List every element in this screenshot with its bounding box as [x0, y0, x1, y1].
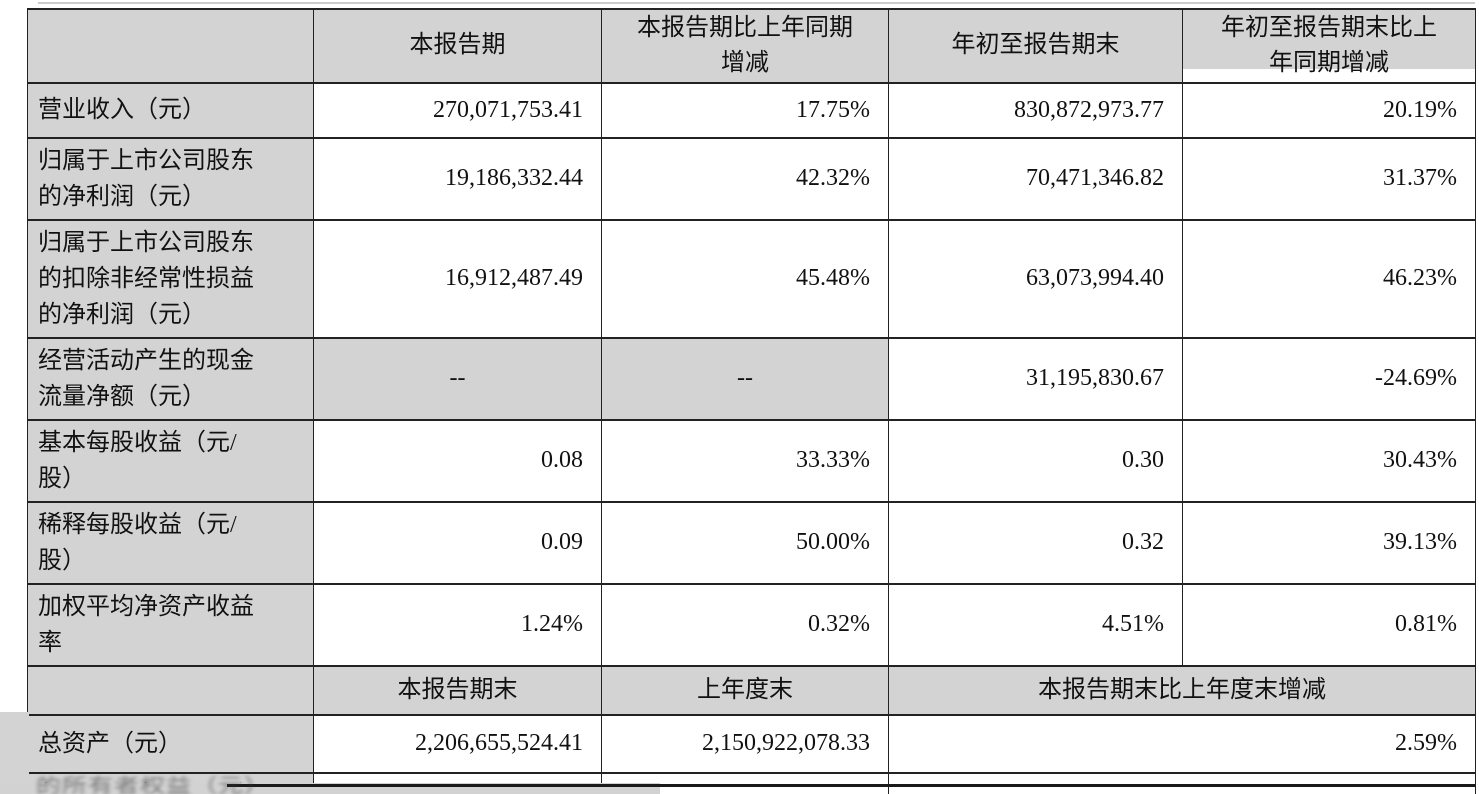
- subheader-cell-period-end: 本报告期末: [313, 664, 602, 716]
- header-cell-current-vs-prior-year: 本报告期比上年同期 增减: [601, 8, 889, 84]
- value-cell: 0.32%: [601, 582, 889, 667]
- value-cell: 17.75%: [601, 81, 889, 139]
- value-cell: 42.32%: [601, 136, 889, 221]
- table-row-revenue: 营业收入（元） 270,071,753.41 17.75% 830,872,97…: [27, 81, 1476, 139]
- header-cell-year-to-date: 年初至报告期末: [888, 8, 1183, 84]
- value-cell: 830,872,973.77: [888, 81, 1183, 139]
- header-cell-current-period: 本报告期: [313, 8, 602, 84]
- row-label-cell: 基本每股收益（元/ 股）: [27, 418, 314, 503]
- table-subheader-row: 本报告期末 上年度末 本报告期末比上年度末增减: [27, 664, 1476, 716]
- value-cell: -0.12%: [888, 771, 1476, 794]
- value-cell: 19,186,332.44: [313, 136, 602, 221]
- table-row-net-profit: 归属于上市公司股东 的净利润（元） 19,186,332.44 42.32% 7…: [27, 136, 1476, 221]
- value-cell: 4.51%: [888, 582, 1183, 667]
- value-cell: 0.32: [888, 500, 1183, 585]
- value-cell: 1.24%: [313, 582, 602, 667]
- value-cell: 0.30: [888, 418, 1183, 503]
- scan-artifact-bottom-bleed: [0, 783, 660, 794]
- table-row-basic-eps: 基本每股收益（元/ 股） 0.08 33.33% 0.30 30.43%: [27, 418, 1476, 503]
- value-cell: 0.81%: [1182, 582, 1476, 667]
- value-cell: 70,471,346.82: [888, 136, 1183, 221]
- value-cell: 2,206,655,524.41: [313, 713, 602, 774]
- header-cell-blank: [27, 8, 314, 84]
- table-row-total-assets: 总资产（元） 2,206,655,524.41 2,150,922,078.33…: [27, 713, 1476, 774]
- value-cell: 270,071,753.41: [313, 81, 602, 139]
- subheader-cell-blank: [27, 664, 314, 716]
- row-label-cell: 营业收入（元）: [27, 81, 314, 139]
- value-cell: 63,073,994.40: [888, 218, 1183, 339]
- subheader-cell-period-end-vs-prior: 本报告期末比上年度末增减: [888, 664, 1476, 716]
- row-label-cell: 总资产（元）: [27, 713, 314, 774]
- header-cell-ytd-vs-prior-year: 年初至报告期末比上 年同期增减: [1182, 8, 1476, 84]
- value-cell-dash: --: [601, 336, 889, 421]
- value-cell: 39.13%: [1182, 500, 1476, 585]
- value-cell: 16,912,487.49: [313, 218, 602, 339]
- value-cell: 30.43%: [1182, 418, 1476, 503]
- table-row-weighted-avg-roe: 加权平均净资产收益 率 1.24% 0.32% 4.51% 0.81%: [27, 582, 1476, 667]
- value-cell: 45.48%: [601, 218, 889, 339]
- value-cell: 31,195,830.67: [888, 336, 1183, 421]
- value-cell: 2.59%: [888, 713, 1476, 774]
- table-bottom-border: [227, 784, 1475, 787]
- value-cell: 0.08: [313, 418, 602, 503]
- row-label-cell: 归属于上市公司股东 的净利润（元）: [27, 136, 314, 221]
- value-cell: 50.00%: [601, 500, 889, 585]
- table-row-operating-cash-flow: 经营活动产生的现金 流量净额（元） -- -- 31,195,830.67 -2…: [27, 336, 1476, 421]
- table-row-net-profit-excl-nonrecurring: 归属于上市公司股东 的扣除非经常性损益 的净利润（元） 16,912,487.4…: [27, 218, 1476, 339]
- value-cell: 46.23%: [1182, 218, 1476, 339]
- key-financials-table: 本报告期 本报告期比上年同期 增减 年初至报告期末 年初至报告期末比上 年同期增…: [27, 8, 1476, 794]
- value-cell: 31.37%: [1182, 136, 1476, 221]
- table-row-diluted-eps: 稀释每股收益（元/ 股） 0.09 50.00% 0.32 39.13%: [27, 500, 1476, 585]
- row-label-cell: 归属于上市公司股东 的扣除非经常性损益 的净利润（元）: [27, 218, 314, 339]
- row-label-cell: 经营活动产生的现金 流量净额（元）: [27, 336, 314, 421]
- value-cell: 0.09: [313, 500, 602, 585]
- row-label-cell: 加权平均净资产收益 率: [27, 582, 314, 667]
- value-cell-dash: --: [313, 336, 602, 421]
- value-cell: -24.69%: [1182, 336, 1476, 421]
- value-cell: 20.19%: [1182, 81, 1476, 139]
- table-header-row: 本报告期 本报告期比上年同期 增减 年初至报告期末 年初至报告期末比上 年同期增…: [27, 8, 1476, 84]
- value-cell: 2,150,922,078.33: [601, 713, 889, 774]
- row-label-cell: 稀释每股收益（元/ 股）: [27, 500, 314, 585]
- scan-artifact-ghost-text: 的所有者权益（元）: [36, 775, 271, 794]
- scan-artifact-left-bleed: [0, 712, 29, 794]
- value-cell: 33.33%: [601, 418, 889, 503]
- subheader-cell-prior-year-end: 上年度末: [601, 664, 889, 716]
- scan-artifact-top-line: [38, 2, 1475, 4]
